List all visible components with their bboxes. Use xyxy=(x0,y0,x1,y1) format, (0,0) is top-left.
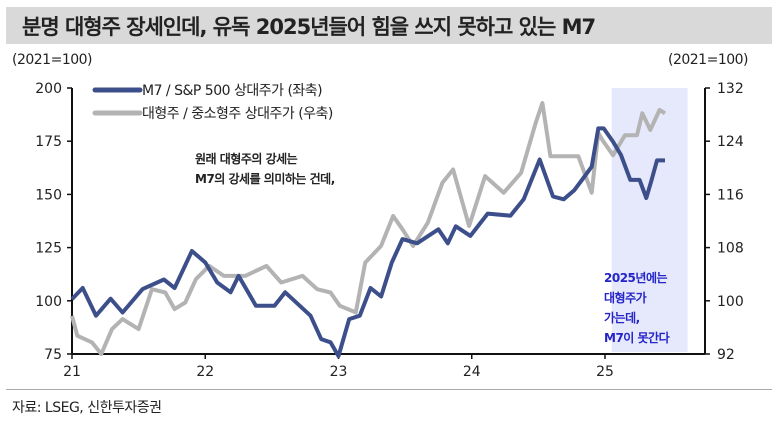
left-tick-label: 75 xyxy=(44,347,62,363)
left-tick-label: 100 xyxy=(35,294,62,310)
chart-title: 분명 대형주 장세인데, 유독 2025년들어 힘을 쓰지 못하고 있는 M7 xyxy=(22,15,596,39)
x-tick-label: 24 xyxy=(463,364,481,380)
annotation-text: M7의 강세를 의미하는 건데, xyxy=(195,171,335,186)
annotation-text: 대형주가 xyxy=(604,290,647,305)
left-tick-label: 150 xyxy=(35,187,62,203)
annotation-text: 가는데, xyxy=(604,310,640,325)
legend-label: M7 / S&P 500 상대주가 (좌축) xyxy=(142,83,322,99)
right-tick-label: 116 xyxy=(717,187,744,203)
right-tick-label: 92 xyxy=(717,347,735,363)
right-tick-label: 132 xyxy=(717,81,744,97)
annotation-text: M7이 못간다 xyxy=(604,330,670,345)
left-tick-label: 175 xyxy=(35,134,62,150)
annotation-text: 2025년에는 xyxy=(604,270,667,285)
title-bar: 분명 대형주 장세인데, 유독 2025년들어 힘을 쓰지 못하고 있는 M7 xyxy=(6,7,772,44)
x-tick-label: 21 xyxy=(63,364,81,380)
x-tick-label: 22 xyxy=(196,364,214,380)
highlight-region xyxy=(611,88,688,352)
left-tick-label: 200 xyxy=(35,81,62,97)
left-tick-label: 125 xyxy=(35,241,62,257)
right-tick-label: 108 xyxy=(717,241,744,257)
x-tick-label: 23 xyxy=(330,364,348,380)
right-tick-label: 100 xyxy=(717,294,744,310)
series-line-m7 xyxy=(70,126,665,359)
divider xyxy=(6,389,772,390)
series-line-large-vs-small xyxy=(70,101,667,356)
right-tick-label: 124 xyxy=(717,134,744,150)
right-axis-unit: (2021=100) xyxy=(668,52,749,68)
source-note: 자료: LSEG, 신한투자증권 xyxy=(12,400,162,416)
annotation-text: 원래 대형주의 강세는 xyxy=(195,151,298,166)
x-tick-label: 25 xyxy=(596,364,614,380)
legend-label: 대형주 / 중소형주 상대주가 (우축) xyxy=(142,106,333,122)
left-axis-unit: (2021=100) xyxy=(12,52,93,68)
